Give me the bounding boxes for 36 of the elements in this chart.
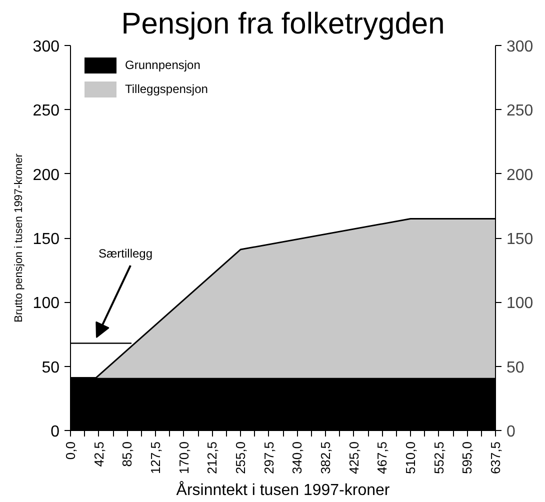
x-tick-label: 297,5 — [261, 441, 276, 474]
y2-tick-label: 50 — [506, 359, 524, 376]
x-tick-label: 255,0 — [233, 441, 248, 474]
legend-label: Grunnpensjon — [125, 58, 200, 72]
x-tick-label: 42,5 — [91, 441, 106, 467]
x-tick-label: 127,5 — [148, 441, 163, 474]
x-tick-label: 637,5 — [488, 441, 503, 474]
x-tick-label: 595,0 — [460, 441, 475, 474]
chart-title: Pensjon fra folketrygden — [121, 8, 445, 40]
x-tick-label: 382,5 — [318, 441, 333, 474]
x-tick-label: 85,0 — [120, 441, 135, 467]
x-tick-label: 467,5 — [374, 441, 390, 474]
x-tick-label: 510,0 — [403, 441, 418, 474]
y2-tick-label: 100 — [506, 295, 534, 312]
x-tick-label: 425,0 — [346, 441, 362, 474]
y2-tick-label: 150 — [506, 231, 534, 248]
annotation: Særtillegg — [98, 246, 153, 260]
y2-tick-label: 250 — [506, 102, 534, 120]
y-tick-label: 300 — [32, 38, 60, 56]
x-tick-label: 170,0 — [176, 441, 192, 474]
y2-tick-label: 300 — [506, 38, 534, 56]
y-tick-label: 200 — [32, 166, 60, 184]
legend-label: Tilleggspensjon — [125, 82, 208, 96]
y-tick-label: 100 — [32, 295, 60, 312]
y-tick-label: 150 — [32, 231, 60, 248]
y2-tick-label: 0 — [506, 424, 516, 440]
y-tick-label: 50 — [42, 359, 60, 376]
y-tick-label: 250 — [32, 102, 60, 120]
y2-tick-label: 200 — [506, 166, 534, 184]
x-tick-label: 552,5 — [431, 441, 446, 474]
y-axis-title: Brutto pensjon i tusen 1997-kroner — [12, 153, 25, 322]
y-tick-label: 0 — [50, 424, 60, 440]
x-tick-label: 0,0 — [63, 441, 78, 460]
x-tick-label: 212,5 — [204, 441, 220, 474]
x-tick-label: 340,0 — [290, 441, 305, 474]
x-axis-title: Årsinntekt i tusen 1997-kroner — [176, 481, 390, 500]
